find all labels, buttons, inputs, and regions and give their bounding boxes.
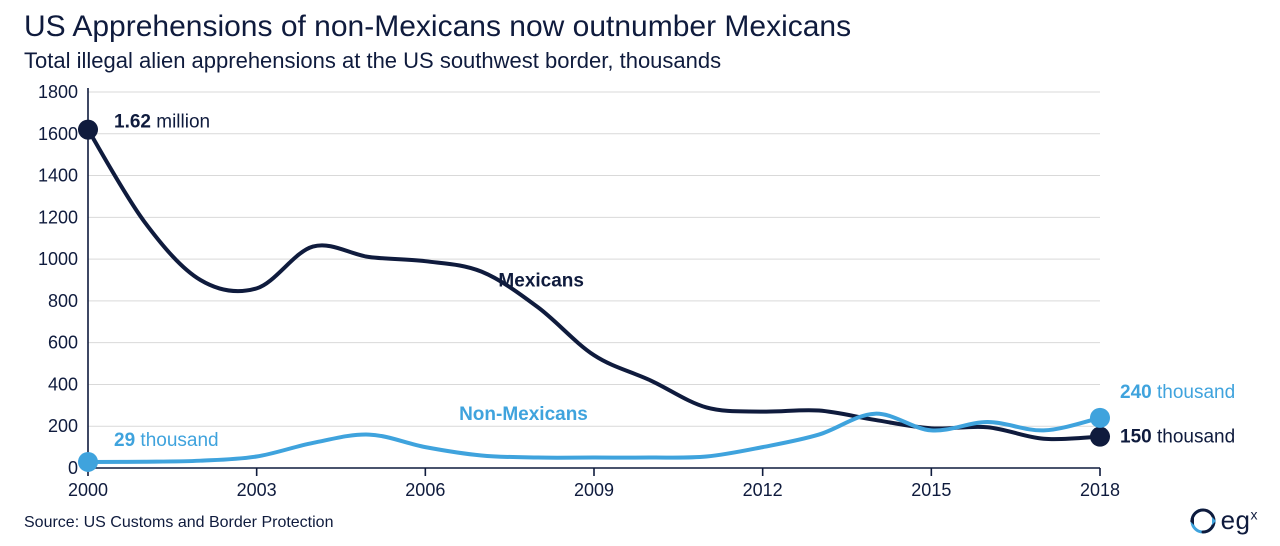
source-text: Source: US Customs and Border Protection <box>24 514 333 532</box>
svg-text:2009: 2009 <box>574 480 614 500</box>
svg-text:2006: 2006 <box>405 480 445 500</box>
end-annotation-mexicans: 150 thousand <box>1120 427 1235 448</box>
start-marker-mexicans <box>78 120 98 140</box>
chart-container: US Apprehensions of non-Mexicans now out… <box>0 0 1280 546</box>
series-label-mexicans: Mexicans <box>498 270 584 291</box>
series-line-non_mexicans <box>88 414 1100 462</box>
svg-text:400: 400 <box>48 374 78 394</box>
svg-text:1800: 1800 <box>38 82 78 102</box>
svg-text:2003: 2003 <box>237 480 277 500</box>
svg-text:0: 0 <box>68 458 78 478</box>
logo-text: egx <box>1221 505 1258 536</box>
svg-text:2012: 2012 <box>743 480 783 500</box>
svg-text:1200: 1200 <box>38 207 78 227</box>
logo-icon <box>1189 507 1217 535</box>
svg-text:2000: 2000 <box>68 480 108 500</box>
svg-text:1000: 1000 <box>38 249 78 269</box>
svg-text:600: 600 <box>48 333 78 353</box>
svg-text:200: 200 <box>48 416 78 436</box>
line-chart: 0 200 400 600 800 1000 1200 1400 1600 1800 2000 200… <box>0 0 1280 546</box>
end-marker-mexicans <box>1090 427 1110 447</box>
start-annotation-non_mexicans: 29 thousand <box>114 430 219 451</box>
end-marker-non_mexicans <box>1090 408 1110 428</box>
svg-text:2015: 2015 <box>911 480 951 500</box>
series-label-non_mexicans: Non-Mexicans <box>459 404 588 425</box>
end-annotation-non_mexicans: 240 thousand <box>1120 382 1235 403</box>
start-marker-non_mexicans <box>78 452 98 472</box>
svg-text:1600: 1600 <box>38 124 78 144</box>
start-annotation-mexicans: 1.62 million <box>114 112 210 133</box>
svg-text:2018: 2018 <box>1080 480 1120 500</box>
svg-text:800: 800 <box>48 291 78 311</box>
svg-text:1400: 1400 <box>38 166 78 186</box>
brand-logo: egx <box>1189 505 1258 536</box>
